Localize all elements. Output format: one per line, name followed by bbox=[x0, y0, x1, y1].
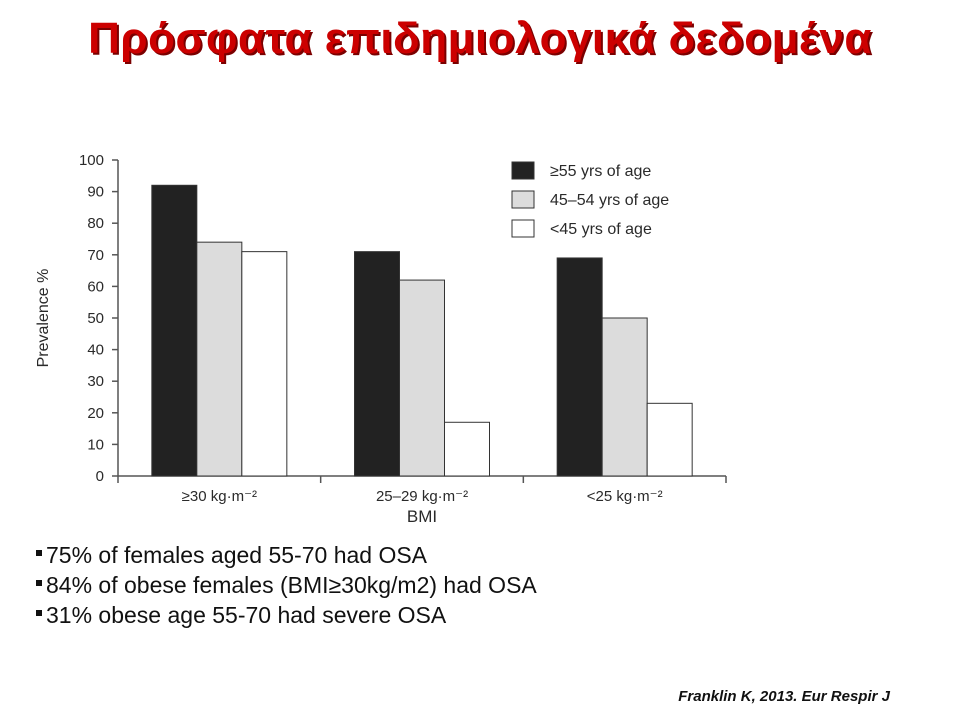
legend-label: <45 yrs of age bbox=[550, 221, 652, 238]
y-tick-label: 40 bbox=[87, 342, 104, 359]
y-tick-label: 80 bbox=[87, 215, 104, 232]
bullet-item: 31% obese age 55-70 had severe OSA bbox=[36, 600, 537, 630]
x-tick-label: <25 kg·m⁻² bbox=[587, 488, 663, 505]
square-bullet-icon bbox=[36, 550, 42, 556]
bullet-item: 84% of obese females (BMI≥30kg/m2) had O… bbox=[36, 570, 537, 600]
y-tick-label: 50 bbox=[87, 310, 104, 327]
square-bullet-icon bbox=[36, 610, 42, 616]
legend-swatch bbox=[511, 161, 535, 180]
y-tick-label: 60 bbox=[87, 278, 104, 295]
bullet-list: 75% of females aged 55-70 had OSA 84% of… bbox=[36, 540, 537, 630]
bullet-item: 75% of females aged 55-70 had OSA bbox=[36, 540, 537, 570]
x-tick-label: ≥30 kg·m⁻² bbox=[182, 488, 257, 505]
legend-swatch bbox=[511, 219, 535, 238]
legend-swatch bbox=[511, 190, 535, 209]
bar bbox=[151, 184, 198, 477]
bar-chart: 0 10 20 30 40 50 60 70 80 90 100 Prevalence % ≥30 … bbox=[35, 152, 727, 526]
legend: ≥55 yrs of age 45–54 yrs of age <45 yrs of… bbox=[511, 161, 669, 238]
legend-label: ≥55 yrs of age bbox=[550, 163, 651, 180]
bar bbox=[556, 257, 603, 477]
y-tick-label: 0 bbox=[96, 468, 104, 485]
bar bbox=[444, 421, 490, 477]
bar bbox=[241, 251, 288, 477]
y-tick-label: 10 bbox=[87, 436, 104, 453]
y-tick-label: 70 bbox=[87, 247, 104, 264]
y-tick-label: 30 bbox=[87, 373, 104, 390]
y-tick-label: 20 bbox=[87, 405, 104, 422]
bar bbox=[354, 251, 400, 477]
square-bullet-icon bbox=[36, 580, 42, 586]
y-axis: 0 10 20 30 40 50 60 70 80 90 100 bbox=[79, 152, 119, 485]
x-axis-label: BMI bbox=[407, 507, 437, 526]
bar bbox=[196, 241, 243, 477]
x-tick-label: 25–29 kg·m⁻² bbox=[376, 488, 468, 505]
bar bbox=[646, 402, 693, 477]
x-axis: ≥30 kg·m⁻² 25–29 kg·m⁻² <25 kg·m⁻² bbox=[117, 475, 727, 505]
y-axis-label: Prevalence % bbox=[35, 269, 52, 368]
y-tick-label: 90 bbox=[87, 184, 104, 201]
bar bbox=[399, 279, 445, 477]
y-tick-label: 100 bbox=[79, 152, 104, 169]
citation: Franklin K, 2013. Eur Respir J bbox=[678, 688, 890, 705]
legend-label: 45–54 yrs of age bbox=[550, 192, 669, 209]
slide-title: Πρόσφατα επιδημιολογικά δεδομένα bbox=[88, 14, 872, 63]
bar bbox=[601, 317, 648, 477]
